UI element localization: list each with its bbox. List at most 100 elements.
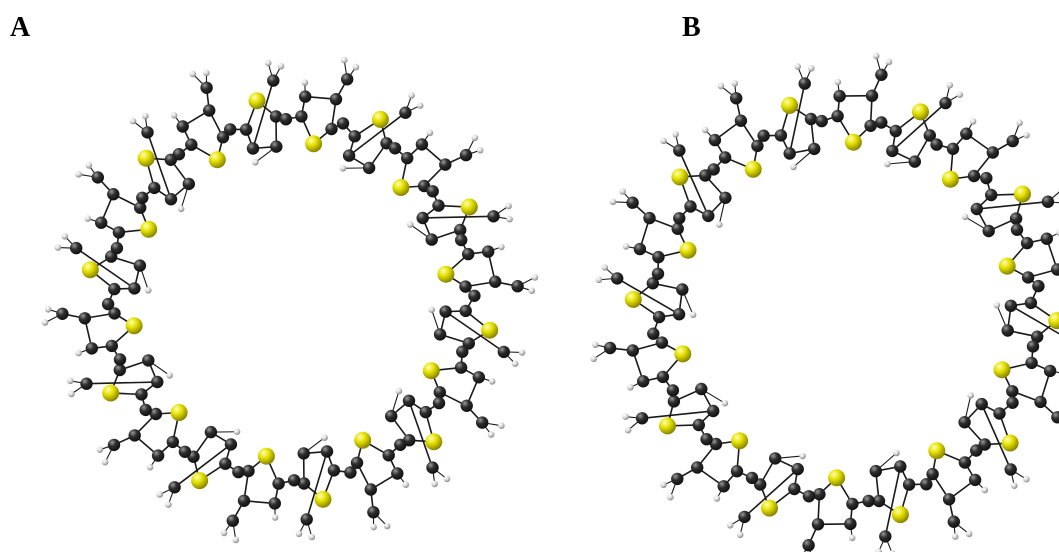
hydrogen-atom <box>672 131 679 138</box>
bond <box>743 468 799 518</box>
carbon-atom <box>869 464 882 478</box>
hydrogen-atom <box>352 63 360 71</box>
carbon-atom <box>85 342 99 355</box>
bond <box>616 277 680 315</box>
carbon-atom <box>325 122 338 136</box>
hydrogen-atom <box>981 486 989 494</box>
hydrogen-atom <box>476 147 484 154</box>
hydrogen-atom <box>848 534 856 542</box>
carbon-atom <box>425 233 438 246</box>
hydrogen-atom <box>624 426 632 434</box>
sulfur-atom <box>761 499 778 517</box>
carbon-atom <box>112 226 126 239</box>
carbon-atom <box>151 375 164 389</box>
sulfur-atom <box>928 442 946 460</box>
carbon-atom <box>655 336 669 349</box>
carbon-atom <box>603 341 617 355</box>
carbon-atom <box>672 308 686 321</box>
carbon-atom <box>80 377 93 390</box>
carbon-atom <box>717 480 730 493</box>
panel-a-label: A <box>10 12 31 43</box>
hydrogen-atom <box>531 274 539 281</box>
carbon-atom <box>718 151 732 164</box>
carbon-atom <box>1010 223 1024 236</box>
hydrogen-atom <box>660 481 667 489</box>
carbon-atom <box>985 188 998 202</box>
hydrogen-atom <box>295 530 303 538</box>
carbon-atom <box>734 114 748 127</box>
hydrogen-atom <box>799 452 806 460</box>
carbon-atom <box>399 106 412 119</box>
hydrogen-atom <box>872 52 880 60</box>
sulfur-atom <box>624 290 642 308</box>
carbon-atom <box>95 216 108 229</box>
carbon-atom <box>862 494 875 508</box>
carbon-atom <box>439 158 452 171</box>
sulfur-atom <box>993 361 1011 379</box>
carbon-atom <box>272 477 285 490</box>
carbon-atom <box>204 425 218 439</box>
sulfur-atom <box>305 135 323 153</box>
hydrogen-atom <box>370 523 377 531</box>
hydrogen-atom <box>75 349 82 357</box>
bonds <box>44 59 536 541</box>
carbon-atom <box>388 142 402 155</box>
bond <box>788 83 806 154</box>
carbon-atom <box>139 403 152 417</box>
carbon-atom <box>168 481 181 494</box>
sulfur-atom <box>392 179 410 196</box>
carbon-atom <box>831 109 844 123</box>
carbon-atom <box>611 272 624 285</box>
carbon-atom <box>426 461 439 474</box>
sulfur-atom <box>891 506 909 524</box>
hydrogen-atom <box>595 276 603 284</box>
hydrogen-atom <box>1011 482 1018 490</box>
bond <box>408 400 434 468</box>
carbon-atom <box>902 478 916 491</box>
bond <box>976 200 1048 210</box>
carbon-atom <box>107 438 121 452</box>
carbon-atom <box>416 211 429 225</box>
carbon-atom <box>459 280 472 293</box>
hydrogen-atom <box>428 306 436 314</box>
carbon-atom <box>105 339 119 353</box>
hydrogen-atom <box>101 458 109 466</box>
carbon-atom <box>708 133 722 147</box>
carbon-atom <box>268 497 281 510</box>
carbon-atom <box>297 447 310 460</box>
carbon-atom <box>1006 396 1019 409</box>
hydrogen-atom <box>395 387 403 395</box>
sulfur-atom <box>125 317 143 335</box>
sulfur-atom <box>257 447 275 465</box>
carbon-atom <box>1051 263 1059 276</box>
carbon-atom <box>970 444 983 457</box>
carbon-atom <box>947 515 960 528</box>
carbon-atom <box>433 386 446 399</box>
carbon-atom <box>327 464 341 477</box>
carbon-atom <box>350 456 364 469</box>
hydrogen-atom <box>736 531 744 539</box>
hydrogen-atom <box>402 481 410 489</box>
hydrogen-atom <box>506 215 513 223</box>
carbon-atom <box>182 177 195 191</box>
hydrogen-atom <box>1023 131 1030 139</box>
hydrogen-atom <box>308 533 316 541</box>
sulfur-atom <box>1001 434 1019 452</box>
carbon-atom <box>148 181 161 195</box>
carbon-atom <box>279 113 293 126</box>
hydrogen-atom <box>264 59 272 67</box>
hydrogen-atom <box>1016 119 1023 127</box>
carbon-atom <box>958 456 972 469</box>
hydrogen-atom <box>340 56 348 64</box>
carbon-atom <box>978 438 991 451</box>
carbon-atom <box>107 188 120 201</box>
carbon-atom <box>226 514 239 527</box>
hydrogen-atom <box>129 117 137 125</box>
hydrogen-atom <box>426 129 434 137</box>
carbon-atom <box>671 472 684 486</box>
carbon-atom <box>960 127 973 140</box>
carbon-atom <box>980 171 993 185</box>
sulfur-atom <box>354 431 372 449</box>
hydrogen-atom <box>166 372 173 379</box>
carbon-atom <box>329 93 343 106</box>
